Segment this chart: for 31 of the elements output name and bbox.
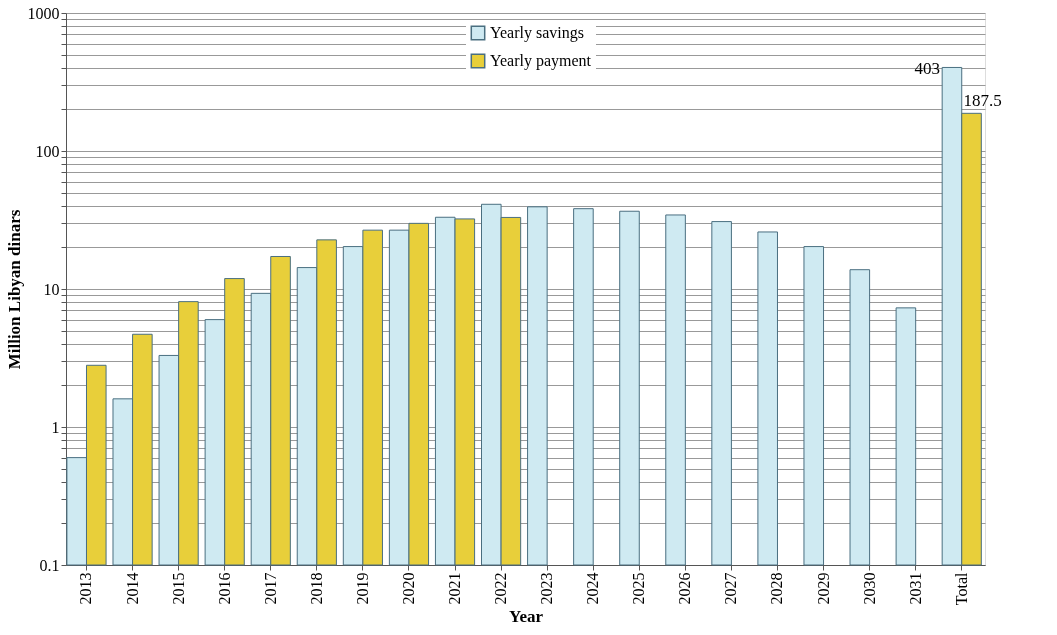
x-tick-label: 2024 [584, 572, 602, 605]
legend-label: Yearly payment [490, 52, 592, 70]
x-tick-label: 2018 [307, 572, 325, 605]
x-tick-label: 2019 [353, 572, 371, 605]
y-tick-label: 100 [35, 142, 60, 160]
x-tick-label: 2031 [906, 572, 924, 605]
x-tick-label: 2021 [446, 572, 464, 605]
x-tick-label: 2022 [492, 572, 510, 605]
x-tick-label: 2028 [768, 572, 786, 605]
x-axis-title: Year [509, 607, 544, 627]
x-tick-label: 2020 [399, 572, 417, 605]
x-tick-label: 2017 [261, 572, 279, 605]
x-tick-label: 2029 [814, 572, 832, 605]
data-label: 403 [914, 59, 940, 79]
legend-label: Yearly savings [490, 24, 584, 42]
x-tick-label: 2013 [77, 572, 95, 605]
x-tick-label: 2016 [215, 572, 233, 605]
data-label: 187.5 [963, 91, 1002, 111]
x-tick-label: 2030 [860, 572, 878, 605]
y-tick-label: 1000 [27, 4, 60, 22]
y-tick-label: 0.1 [39, 556, 60, 574]
x-tick-label: 2026 [676, 572, 694, 605]
x-tick-label: Total [952, 571, 970, 606]
x-tick-label: 2027 [722, 572, 740, 605]
x-tick-label: 2014 [123, 572, 141, 605]
x-tick-label: 2015 [169, 572, 187, 605]
x-tick-label: 2025 [630, 572, 648, 605]
x-tick-label: 2023 [538, 572, 556, 605]
y-tick-label: 10 [43, 280, 60, 298]
y-axis-title: Million Libyan dinars [4, 209, 24, 370]
y-tick-label: 1 [51, 418, 60, 436]
